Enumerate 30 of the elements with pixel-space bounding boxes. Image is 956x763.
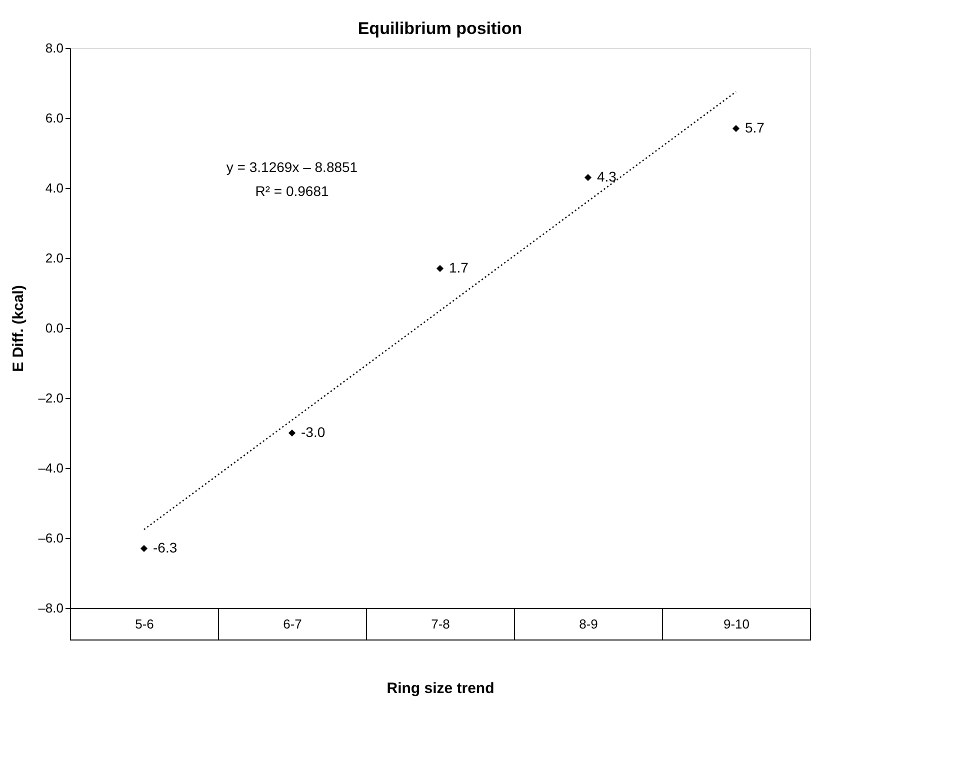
x-tick-label: 5-6 <box>135 616 154 632</box>
point <box>140 544 148 552</box>
y-axis-title: E Diff. (kcal) <box>10 285 28 372</box>
data-label: -3.0 <box>301 424 326 440</box>
point <box>436 264 444 272</box>
y-tick-label: –6.0 <box>38 530 64 546</box>
x-tick-label: 6-7 <box>283 616 302 632</box>
annotation: R² = 0.9681 <box>255 183 329 199</box>
y-tick-label: 0.0 <box>45 320 64 336</box>
y-tick-label: 4.0 <box>45 180 64 196</box>
point <box>288 429 296 437</box>
annotation: y = 3.1269x – 8.8851 <box>226 159 358 175</box>
point <box>584 174 592 182</box>
y-tick-label: –2.0 <box>38 390 64 406</box>
y-tick-label: 2.0 <box>45 250 64 266</box>
x-tick-label: 7-8 <box>431 616 450 632</box>
x-tick-label: 9-10 <box>723 616 750 632</box>
line-series <box>143 91 737 530</box>
data-label: 1.7 <box>449 260 469 276</box>
data-label: 5.7 <box>745 120 765 136</box>
y-tick-label: –8.0 <box>38 600 64 616</box>
point <box>732 124 740 132</box>
y-tick-label: –4.0 <box>38 460 64 476</box>
y-tick-label: 6.0 <box>45 110 64 126</box>
x-axis-title: Ring size trend <box>386 680 494 697</box>
y-tick-label: 8.0 <box>45 40 64 56</box>
data-label: 4.3 <box>597 168 617 184</box>
x-tick-label: 8-9 <box>579 616 598 632</box>
data-label: -6.3 <box>153 540 178 556</box>
chart-title: Equilibrium position <box>358 19 522 38</box>
